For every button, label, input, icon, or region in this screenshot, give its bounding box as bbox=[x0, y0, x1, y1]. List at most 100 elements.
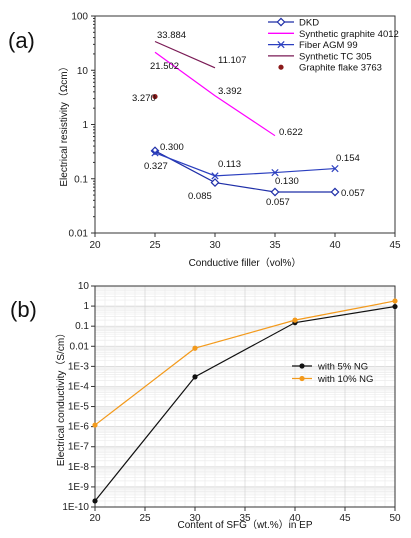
panel-a-series-2-point bbox=[331, 164, 339, 173]
panel-a-data-label: 33.884 bbox=[157, 30, 186, 41]
panel-a-legend-item-0: DKD bbox=[268, 18, 319, 29]
panel-b-x-tick-label: 40 bbox=[289, 513, 301, 524]
panel-a-legend-swatch bbox=[278, 64, 284, 70]
panel-b-series-0-point bbox=[92, 498, 98, 504]
panel-a-series-0-point bbox=[330, 187, 340, 197]
panel-a-series-4 bbox=[152, 93, 158, 100]
panel-b-legend-marker bbox=[299, 375, 305, 382]
panel-a-x-axis-label: Conductive filler（vol%） bbox=[189, 257, 302, 269]
panel-b-series-1-point bbox=[292, 317, 298, 323]
panel-a-legend-item-3: Synthetic TC 305 bbox=[268, 51, 372, 62]
panel-b-legend-marker bbox=[299, 363, 305, 369]
panel-b-series-1-point bbox=[392, 298, 398, 304]
panel-a-y-tick-label: 0.01 bbox=[69, 229, 89, 240]
panel-a-data-label: 0.327 bbox=[144, 161, 168, 172]
panel-a-legend-item-2: Fiber AGM 99 bbox=[268, 40, 358, 51]
panel-a-y-tick-label: 1 bbox=[82, 120, 88, 131]
panel-a-series-4-point bbox=[152, 93, 158, 100]
panel-a-data-label: 0.113 bbox=[218, 159, 241, 170]
panel-a-data-label: 0.130 bbox=[275, 176, 299, 187]
panel-a-series-1-line bbox=[154, 51, 276, 137]
panel-b: (b) 20 25 30 35 40 45 50 1E-10 1E-9 1E-8 1E-7 1E-6 1… bbox=[10, 281, 401, 531]
panel-a-series-2-point bbox=[151, 149, 159, 157]
panel-a-series-1 bbox=[154, 51, 276, 137]
panel-a-series-2-point bbox=[271, 168, 279, 177]
panel-a-x-tick-label: 25 bbox=[149, 240, 161, 251]
panel-b-y-tick-label: 1E-4 bbox=[68, 381, 90, 392]
panel-b-y-tick-label: 1E-5 bbox=[68, 402, 90, 413]
panel-a-legend-label: Fiber AGM 99 bbox=[299, 40, 358, 51]
panel-a-x-tick-label: 30 bbox=[209, 240, 221, 251]
panel-b-series-0-point bbox=[392, 303, 398, 310]
panel-a-data-label: 0.300 bbox=[160, 142, 184, 153]
panel-a-data-label: 3.392 bbox=[218, 86, 242, 97]
panel-b-y-axis-label: Electrical conductivity（S/cm） bbox=[55, 328, 67, 466]
panel-a-label: (a) bbox=[8, 28, 35, 53]
panel-b-label: (b) bbox=[10, 297, 37, 322]
panel-b-x-tick-label: 30 bbox=[189, 513, 201, 524]
panel-b-y-tick-label: 1E-8 bbox=[68, 462, 90, 473]
panel-b-y-tick-label: 1E-3 bbox=[68, 361, 90, 372]
panel-a-data-label: 0.622 bbox=[279, 127, 303, 138]
panel-a-data-label: 0.057 bbox=[341, 188, 365, 199]
panel-a-x-tick-label: 45 bbox=[389, 240, 401, 251]
panel-a-x-tick-label: 20 bbox=[89, 240, 101, 251]
panel-a-data-label: 21.502 bbox=[150, 61, 179, 72]
panel-b-series-1-point bbox=[192, 345, 198, 351]
panel-b-y-tick-label: 0.01 bbox=[70, 341, 90, 352]
panel-a-data-label: 0.057 bbox=[266, 197, 290, 208]
panel-a-legend-marker bbox=[277, 40, 285, 49]
panel-a-y-axis-label: Electrical resistivity（Ωcm） bbox=[58, 61, 70, 186]
panel-b-y-tick-label: 1E-7 bbox=[68, 442, 90, 453]
panel-b-legend-item-1: with 10% NG bbox=[292, 374, 373, 385]
panel-a-legend-label: Synthetic TC 305 bbox=[299, 51, 372, 62]
panel-a-x-tick-label: 40 bbox=[329, 240, 341, 251]
panel-b-x-tick-label: 50 bbox=[389, 513, 401, 524]
panel-b-x-tick-label: 25 bbox=[139, 513, 151, 524]
panel-b-series-0-point bbox=[192, 374, 198, 380]
panel-a-legend-marker bbox=[276, 17, 286, 27]
panel-a-series-2-point bbox=[211, 172, 219, 180]
panel-b-x-axis-label: Content of SFG（wt.%）in EP bbox=[177, 519, 312, 531]
panel-a-series-3-line bbox=[154, 40, 216, 69]
panel-a-x-tick-label: 35 bbox=[269, 240, 281, 251]
panel-a: (a) 20 25 30 35 40 45 0.01 0.1 1 10 100 Conductive… bbox=[8, 12, 401, 270]
panel-b-legend-label: with 5% NG bbox=[317, 362, 368, 373]
panel-b-y-tick-label: 10 bbox=[78, 281, 90, 292]
panel-a-data-label: 0.085 bbox=[188, 191, 212, 202]
panel-b-y-tick-label: 1E-9 bbox=[68, 482, 90, 493]
panel-a-series-3 bbox=[154, 40, 216, 69]
panel-b-y-tick-label: 1E-6 bbox=[68, 422, 90, 433]
panel-b-series-1 bbox=[92, 298, 398, 428]
panel-b-y-tick-label: 1 bbox=[83, 301, 89, 312]
panel-a-legend-item-4: Graphite flake 3763 bbox=[278, 63, 382, 74]
panel-a-data-label: 0.154 bbox=[336, 153, 360, 164]
panel-a-legend-item-1: Synthetic graphite 4012 bbox=[268, 29, 399, 40]
panel-b-legend-item-0: with 5% NG bbox=[292, 362, 368, 373]
panel-a-series-2-line bbox=[154, 152, 336, 177]
panel-a-data-label: 11.107 bbox=[218, 55, 246, 66]
panel-b-x-tick-label: 35 bbox=[239, 513, 251, 524]
panel-b-y-tick-label: 1E-10 bbox=[62, 502, 89, 513]
panel-a-legend-label: Graphite flake 3763 bbox=[299, 63, 382, 74]
panel-b-y-tick-label: 0.1 bbox=[75, 321, 89, 332]
panel-a-series-0-point bbox=[210, 178, 220, 188]
panel-a-series-0-point bbox=[270, 187, 280, 197]
panel-a-legend-label: DKD bbox=[299, 18, 319, 29]
panel-b-legend-label: with 10% NG bbox=[317, 374, 373, 385]
panel-b-series-0 bbox=[92, 303, 398, 504]
panel-b-series-1-point bbox=[92, 422, 98, 428]
panel-b-x-tick-label: 20 bbox=[89, 513, 101, 524]
panel-a-y-tick-label: 100 bbox=[71, 12, 88, 23]
panel-a-series-0-line bbox=[154, 150, 335, 193]
panel-b-x-tick-label: 45 bbox=[339, 513, 351, 524]
panel-a-y-tick-label: 10 bbox=[77, 66, 89, 77]
panel-b-series-1-line bbox=[94, 300, 396, 426]
panel-a-data-label: 3.270 bbox=[132, 93, 156, 104]
panel-b-series-0-line bbox=[94, 305, 396, 502]
panel-a-series-2 bbox=[151, 149, 339, 180]
panel-a-y-tick-label: 0.1 bbox=[74, 174, 88, 185]
panel-a-series-0 bbox=[150, 146, 340, 197]
panel-a-legend-label: Synthetic graphite 4012 bbox=[299, 29, 399, 40]
